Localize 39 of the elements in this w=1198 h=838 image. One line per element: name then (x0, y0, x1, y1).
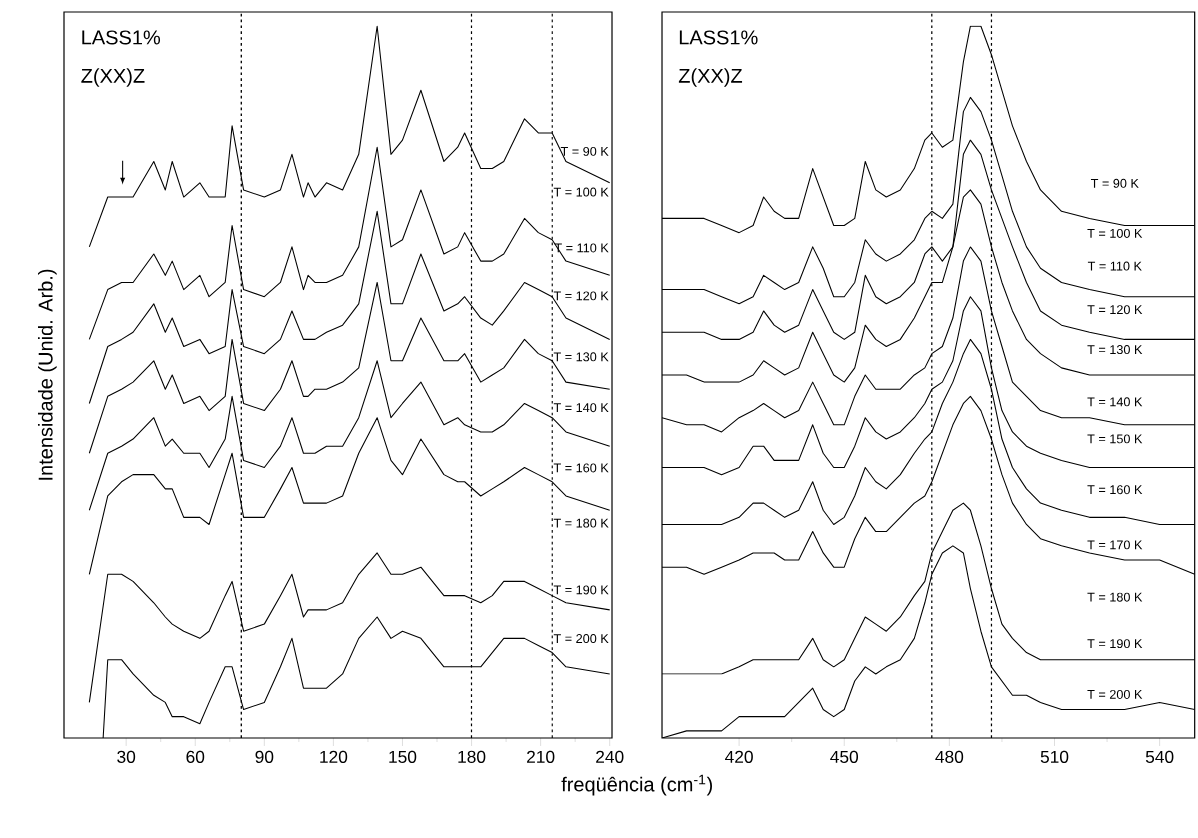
x-tick-label: 240 (596, 750, 624, 763)
x-tick-label: 450 (830, 750, 859, 763)
x-tick-label: 480 (935, 750, 964, 763)
annotation: Z(XX)Z (81, 68, 145, 87)
x-tick-label: 150 (389, 750, 417, 763)
annotation: T = 100 K (553, 187, 609, 197)
annotation: T = 200 K (553, 634, 609, 644)
x-tick-label: 540 (1145, 750, 1174, 763)
annotation: T = 190 K (1087, 639, 1143, 649)
annotation: T = 130 K (1087, 345, 1143, 355)
x-tick-label: 510 (1040, 750, 1069, 763)
x-tick-label: 30 (117, 750, 136, 763)
x-tick-label: 180 (458, 750, 486, 763)
annotation: T = 110 K (1087, 261, 1142, 271)
annotation: Z(XX)Z (678, 68, 743, 87)
annotation: T = 180 K (553, 518, 609, 528)
annotation: T = 120 K (1087, 305, 1143, 315)
annotation: T = 160 K (1087, 485, 1143, 495)
y-axis-title: Intensidade (Unid. Arb.) (37, 269, 57, 480)
annotation: LASS1% (679, 30, 758, 45)
annotation: T = 160 K (553, 463, 609, 473)
x-tick-label: 90 (255, 750, 274, 763)
x-tick-label: 120 (320, 750, 348, 763)
annotation: T = 200 K (1087, 689, 1143, 699)
annotation: T = 140 K (553, 403, 609, 413)
annotation: T = 140 K (1087, 397, 1143, 407)
x-tick-label: 210 (527, 750, 555, 763)
annotation: T = 170 K (1087, 540, 1143, 550)
x-axis-title: freqüência (cm$^{-1}$) (561, 774, 712, 796)
annotation: T = 90 K (1090, 178, 1139, 188)
annotation: T = 180 K (1087, 592, 1143, 602)
annotation: T = 190 K (553, 585, 609, 595)
annotation: T = 150 K (1087, 434, 1143, 444)
x-tick-label: 420 (725, 750, 753, 763)
annotation: T = 120 K (553, 291, 609, 301)
annotation: T = 100 K (1087, 228, 1143, 238)
annotation: LASS1% (82, 30, 161, 45)
x-tick-label: 60 (186, 750, 205, 763)
annotation: T = 130 K (553, 352, 609, 362)
